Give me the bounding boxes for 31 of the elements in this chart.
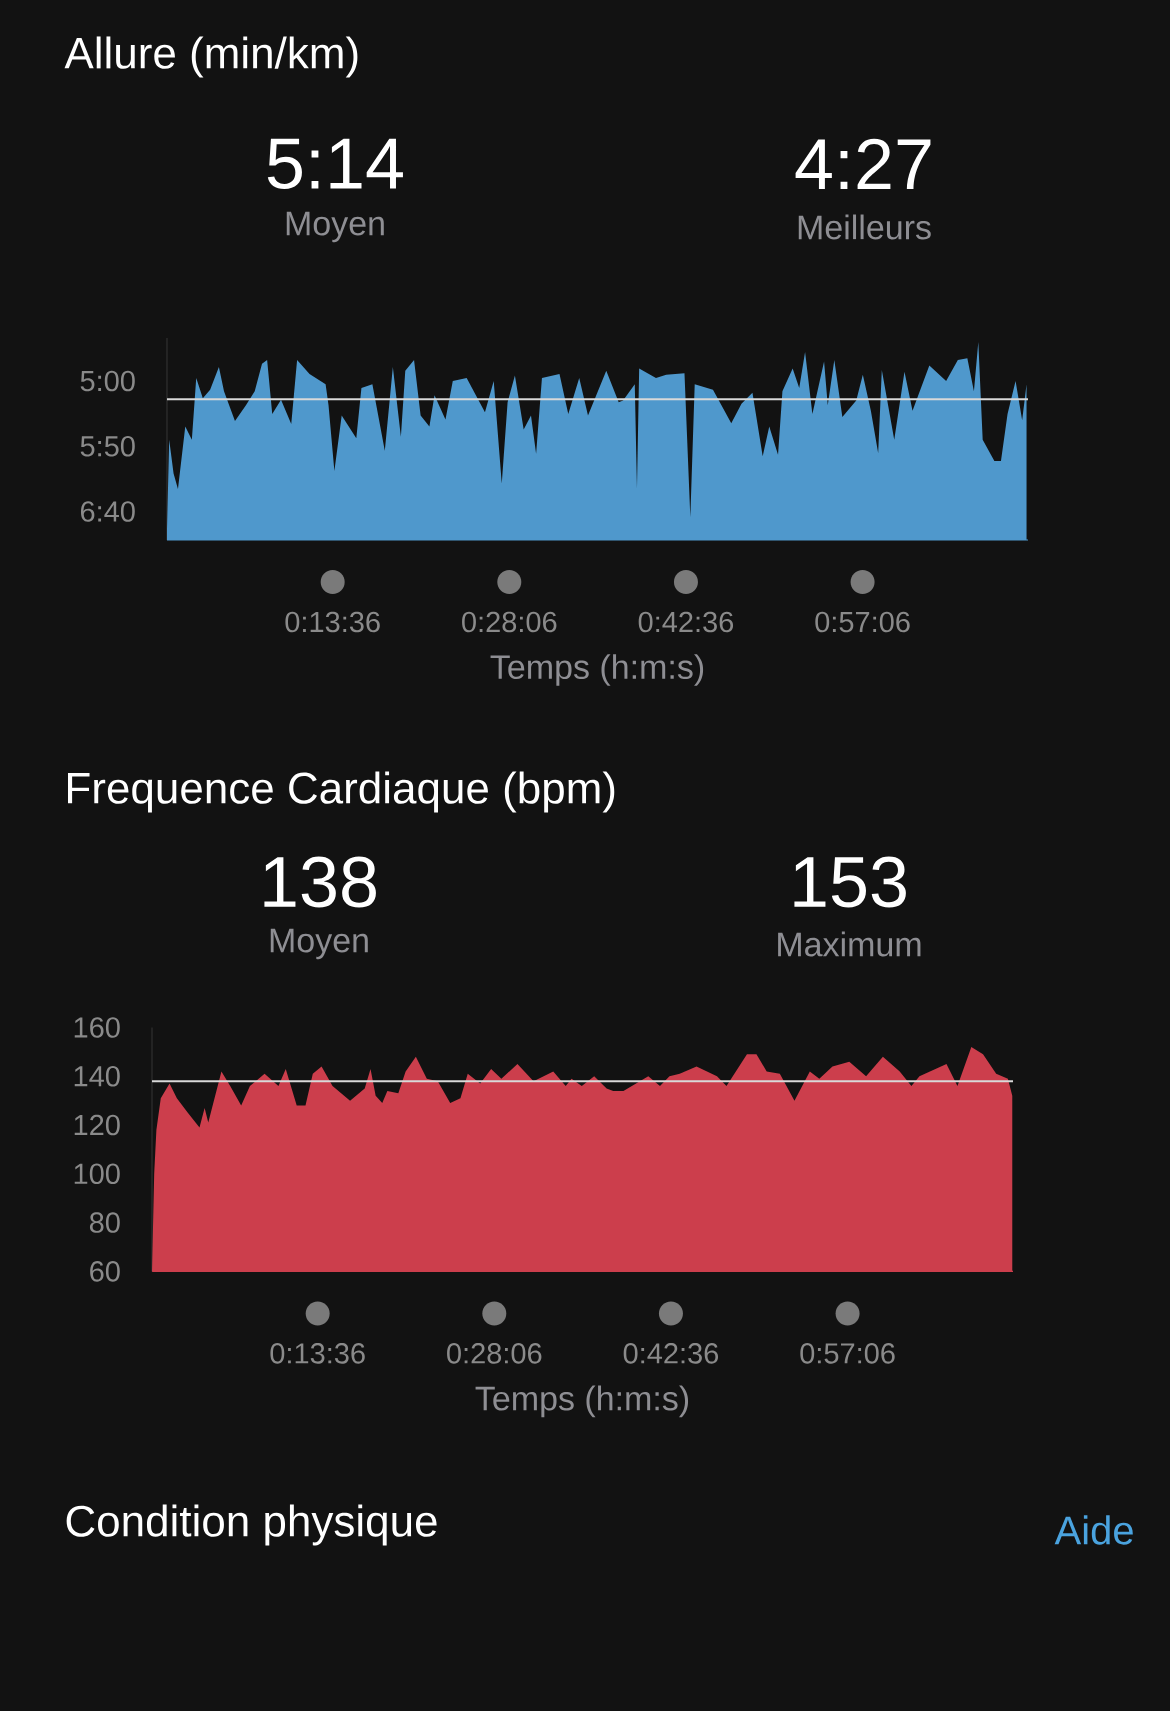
x-tick-label: 0:42:36 (623, 1343, 719, 1364)
chart-title: Allure (min/km) (64, 36, 358, 78)
text: Aide (1054, 1515, 1133, 1545)
text: 138 (264, 856, 376, 908)
x-tick-label: 0:13:36 (270, 1343, 365, 1364)
x-tick-label: 0:57:06 (800, 1343, 895, 1364)
text: 4:27 (795, 138, 931, 190)
x-tick-label: 0:28:06 (447, 1343, 542, 1364)
x-tick-label: 0:57:06 (815, 611, 910, 633)
y-tick-label: 5:00 (80, 370, 135, 392)
x-tick-label: 0:42:36 (638, 611, 734, 633)
text: Maximum (778, 931, 921, 957)
x-axis-title: Temps (h:m:s) (490, 654, 704, 686)
text: 5:14 (267, 138, 403, 190)
y-tick-label: 100 (74, 1163, 120, 1185)
text: Moyen (270, 928, 368, 960)
x-tick-label: 0:13:36 (285, 611, 380, 633)
x-tick-label: 0:28:06 (462, 611, 557, 633)
y-tick-label: 120 (74, 1114, 120, 1136)
y-tick-label: 160 (74, 1017, 120, 1038)
text: Meilleurs (798, 214, 931, 240)
chart-title: Frequence Cardiaque (bpm) (68, 771, 615, 813)
text: Moyen (286, 211, 384, 243)
y-tick-label: 6:40 (80, 501, 135, 522)
y-tick-label: 80 (89, 1212, 120, 1233)
x-axis-title: Temps (h:m:s) (475, 1385, 689, 1418)
text: Condition physique (66, 1504, 437, 1546)
y-tick-label: 60 (90, 1261, 120, 1282)
y-tick-label: 5:50 (80, 436, 135, 457)
y-tick-label: 140 (74, 1065, 120, 1087)
text: 153 (794, 856, 906, 908)
